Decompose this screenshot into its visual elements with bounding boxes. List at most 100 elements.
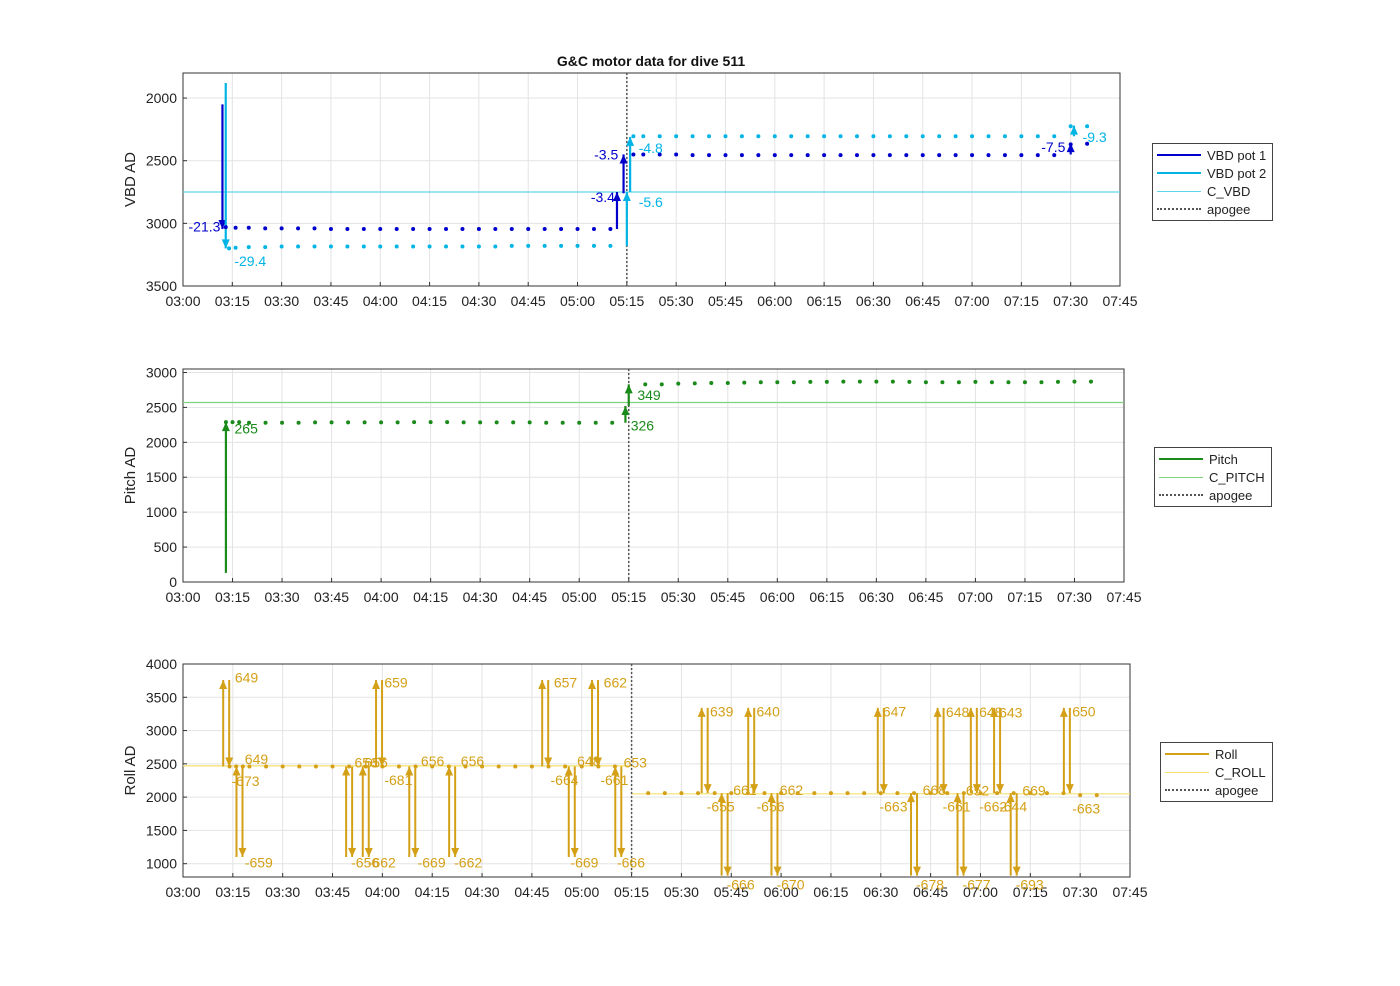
data-point [723,153,728,158]
data-point [854,153,859,158]
data-point [478,420,483,425]
data-point [1068,142,1073,147]
legend-label: C_PITCH [1209,469,1265,485]
annotation-label: 647 [883,703,907,719]
y-tick-label: 1500 [146,822,177,838]
data-point [608,243,613,248]
plot-area [183,664,1130,877]
data-point [1085,141,1090,146]
data-point [312,226,317,231]
data-point [756,153,761,158]
data-point [312,244,317,249]
y-tick-label: 500 [154,539,178,555]
y-tick-label: 3000 [146,364,177,380]
data-point [428,420,433,425]
y-axis-label: Roll AD [122,745,139,795]
data-point [223,420,228,425]
gridlines [182,663,1131,877]
arrow-head [445,766,454,776]
data-point [912,791,917,796]
data-point [945,791,950,796]
annotation-label: 662 [780,782,804,798]
data-point [956,380,961,385]
x-tick-label: 04:45 [514,884,549,900]
data-point [1022,380,1027,385]
arrow-head [358,766,367,776]
arrow-head [990,707,999,717]
x-tick-label: 06:00 [760,589,795,605]
data-point [328,244,333,249]
x-tick-label: 05:15 [611,589,646,605]
data-point [725,380,730,385]
data-point [1072,379,1077,384]
data-point [631,152,636,157]
data-point [729,791,734,796]
arrow-head [624,384,633,394]
data-point [412,420,417,425]
panel-roll-ad: 03:00 03:15 03:30 03:45 04:00 04:15 04:30 04:45… [122,656,1148,900]
data-point [871,134,876,139]
annotation-label: -4.8 [639,140,663,156]
data-point [461,420,466,425]
data-point [676,381,681,386]
data-point [1068,124,1073,129]
arrow-head [219,679,228,689]
arrow-head [622,192,631,202]
panel-pitch-ad: 03:00 03:15 03:30 03:45 04:00 04:15 04:30 04:45… [122,364,1142,605]
panel-vbd-ad: 03:00 03:15 03:30 03:45 04:00 04:15 04:30 04:45… [122,72,1138,309]
data-point [233,245,238,250]
x-tick-label: 03:30 [264,293,299,309]
data-point [937,153,942,158]
data-point [857,379,862,384]
annotation-label: 648 [946,704,970,720]
legend-label: Pitch [1209,451,1238,467]
data-point [1078,793,1083,798]
annotation-label: -644 [999,798,1027,814]
x-tick-label: 05:45 [714,884,749,900]
data-point [887,153,892,158]
data-point [822,134,827,139]
data-point [279,226,284,231]
y-axis-label: Pitch AD [122,447,139,505]
data-point [641,134,646,139]
arrow-head [953,793,962,803]
data-point [362,420,367,425]
data-point [264,764,269,769]
arrow-head [218,219,227,229]
x-tick-label: 03:45 [315,884,350,900]
arrow-head [1012,866,1021,876]
data-point [591,243,596,248]
arrow-head [221,422,230,432]
data-point [874,379,879,384]
data-point [445,420,450,425]
data-point [838,153,843,158]
data-point [526,226,531,231]
x-tick-label: 04:00 [363,293,398,309]
annotation-label: -656 [757,798,785,814]
annotation-label: 661 [733,782,757,798]
data-point [263,420,268,425]
y-tick-label: 1000 [146,856,177,872]
data-point [593,420,598,425]
annotation-label: -662 [979,798,1007,814]
data-point [230,420,235,425]
annotation-label: -5.6 [639,194,663,210]
data-point [513,764,518,769]
legend-label: apogee [1207,201,1251,217]
data-point [775,380,780,385]
arrow-head [913,866,922,876]
y-tick-label: 3500 [146,689,177,705]
plot-area [183,73,1120,286]
x-tick-label: 04:15 [415,884,450,900]
legend-entry: VBD pot 2 [1157,164,1266,182]
x-tick-label: 04:15 [412,293,447,309]
data-point [460,244,465,249]
data-point [779,791,784,796]
annotation-label: -655 [707,798,735,814]
data-point [493,244,498,249]
annotation-label: -681 [384,772,412,788]
data-point [1055,379,1060,384]
data-point [313,764,318,769]
data-point [427,226,432,231]
